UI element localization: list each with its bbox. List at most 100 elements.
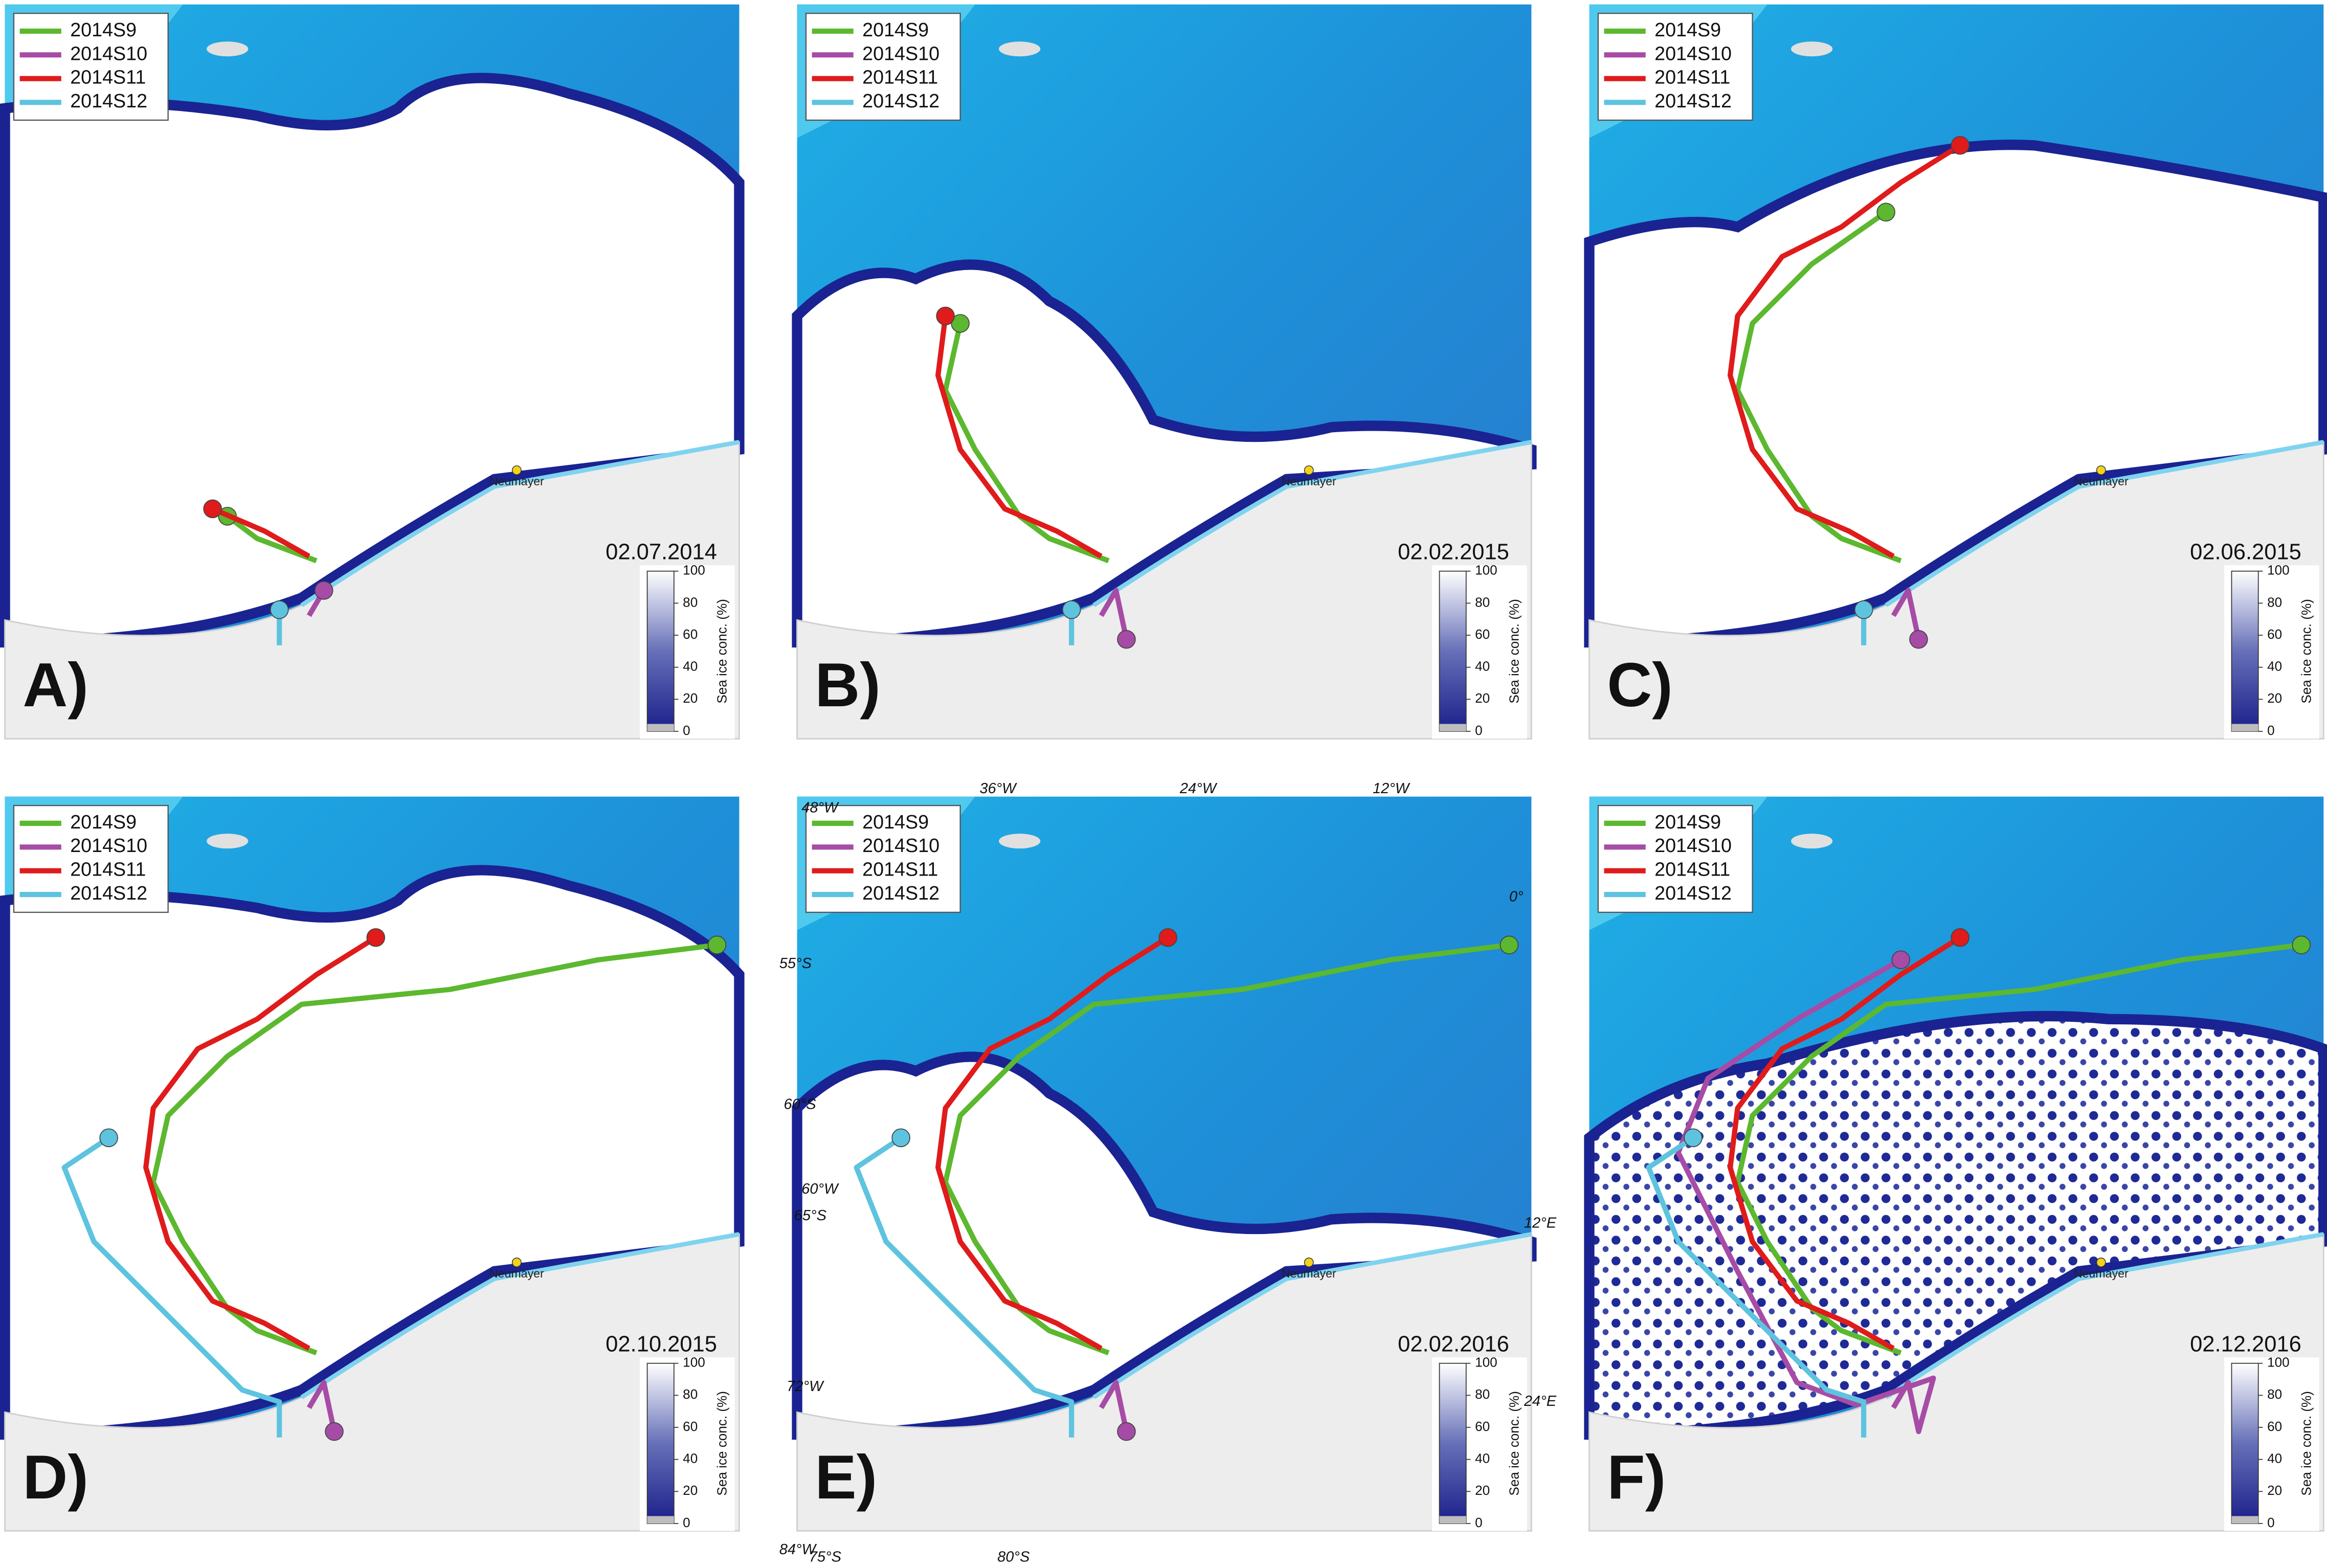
colorbar-tick-label: 100 <box>683 563 705 578</box>
buoy-track <box>1099 588 1129 640</box>
station-marker <box>2096 1258 2106 1267</box>
buoy-track <box>1735 942 2302 1356</box>
legend-label: 2014S11 <box>1654 859 1730 880</box>
colorbar-missing <box>1439 1516 1466 1524</box>
colorbar-tick-label: 60 <box>683 626 698 642</box>
graticule-label: 48°W <box>801 800 839 816</box>
graticule-label: 60°W <box>801 1181 839 1197</box>
panel-label: E) <box>815 1442 877 1512</box>
colorbar-tick-label: 0 <box>1475 1515 1483 1530</box>
buoy-track <box>150 942 718 1356</box>
buoy-position <box>325 1422 344 1441</box>
graticule-label: 24°E <box>1524 1393 1557 1409</box>
colorbar-tick-label: 40 <box>2267 1451 2282 1466</box>
station-marker <box>511 1258 522 1267</box>
graticule-label: 65°S <box>794 1207 827 1224</box>
colorbar-tick-label: 0 <box>2267 723 2275 738</box>
colorbar <box>1439 570 1467 732</box>
panel-label: A) <box>23 650 88 720</box>
buoy-track <box>935 316 1103 559</box>
station-label: Neumayer <box>2074 475 2129 488</box>
colorbar-tick-label: 100 <box>2267 1355 2290 1370</box>
graticule-label: 12°W <box>1373 780 1411 797</box>
buoy-track <box>1646 1135 1867 1438</box>
buoy-track <box>935 935 1170 1351</box>
station-label: Neumayer <box>489 1267 544 1280</box>
buoy-position <box>1951 928 1970 947</box>
legend-label: 2014S11 <box>70 66 146 88</box>
buoy-position <box>1891 950 1910 970</box>
ice-shelf-edge <box>1885 440 2324 608</box>
graticule-label: 55°S <box>779 955 812 972</box>
legend-label: 2014S12 <box>70 90 147 111</box>
legend-label: 2014S10 <box>1654 835 1732 856</box>
colorbar-tick-label: 40 <box>1475 659 1490 674</box>
colorbar-missing <box>2231 724 2258 732</box>
colorbar-tick-label: 60 <box>1475 1419 1490 1434</box>
colorbar-tick-label: 100 <box>683 1355 705 1370</box>
colorbar-tick-label: 80 <box>1475 1386 1490 1402</box>
colorbar-tick-label: 80 <box>2267 1386 2282 1402</box>
legend-label: 2014S9 <box>70 19 137 40</box>
station-marker <box>511 465 522 475</box>
buoy-position <box>1117 1422 1136 1441</box>
buoy-track <box>1099 1380 1129 1432</box>
graticule-label: 84°W <box>779 1541 817 1558</box>
station-marker <box>2096 465 2106 475</box>
graticule-label: 80°S <box>997 1549 1030 1565</box>
ice-shelf-edge <box>300 1232 740 1400</box>
colorbar-label: Sea ice conc. (%) <box>2298 1391 2314 1495</box>
station-label: Neumayer <box>489 475 544 488</box>
colorbar <box>2231 1362 2259 1524</box>
colorbar-tick-label: 20 <box>683 1483 698 1498</box>
buoy-track <box>306 1380 337 1432</box>
station-label: Neumayer <box>1282 1267 1336 1280</box>
legend-label: 2014S9 <box>862 811 929 833</box>
station-marker <box>1304 1258 1314 1267</box>
panel-date: 02.07.2014 <box>606 540 717 564</box>
legend-label: 2014S11 <box>862 859 938 880</box>
ice-shelf-edge <box>1092 440 1532 608</box>
legend-label: 2014S12 <box>70 882 147 904</box>
colorbar-tick-label: 80 <box>1475 594 1490 610</box>
station-marker <box>1304 465 1314 475</box>
legend-label: 2014S10 <box>862 835 939 856</box>
sea-ice <box>792 259 1537 648</box>
buoy-position <box>1909 630 1928 649</box>
buoy-track <box>143 935 377 1351</box>
colorbar-missing <box>647 1516 674 1524</box>
buoy-position <box>1854 600 1873 619</box>
buoy-position <box>707 935 727 954</box>
colorbar-tick-label: 100 <box>1475 1355 1497 1370</box>
colorbar-tick-label: 0 <box>2267 1515 2275 1530</box>
colorbar-label: Sea ice conc. (%) <box>2298 599 2314 703</box>
panel-date: 02.10.2015 <box>606 1332 717 1356</box>
colorbar-tick-label: 20 <box>1475 690 1490 706</box>
island <box>999 834 1041 849</box>
sea-ice <box>1584 1011 2327 1440</box>
legend-label: 2014S11 <box>1654 66 1730 88</box>
buoy-track <box>943 942 1510 1356</box>
colorbar <box>646 570 675 732</box>
graticule-label: 75°S <box>809 1549 842 1565</box>
colorbar-tick-label: 40 <box>683 659 698 674</box>
colorbar-tick-label: 40 <box>1475 1451 1490 1466</box>
buoy-position <box>1158 928 1177 947</box>
legend-label: 2014S10 <box>1654 42 1732 64</box>
buoy-track <box>211 506 310 559</box>
buoy-position <box>314 581 333 600</box>
colorbar-label: Sea ice conc. (%) <box>714 1391 729 1495</box>
panel-date: 02.06.2015 <box>2190 540 2301 564</box>
graticule-label: 36°W <box>979 780 1017 797</box>
colorbar-tick-label: 20 <box>683 690 698 706</box>
buoy-track <box>854 1135 1075 1438</box>
colorbar-tick-label: 60 <box>2267 1419 2282 1434</box>
colorbar-tick-label: 100 <box>1475 563 1497 578</box>
colorbar-tick-label: 0 <box>683 723 690 738</box>
buoy-track <box>943 323 1110 564</box>
colorbar-tick-label: 0 <box>683 1515 690 1530</box>
